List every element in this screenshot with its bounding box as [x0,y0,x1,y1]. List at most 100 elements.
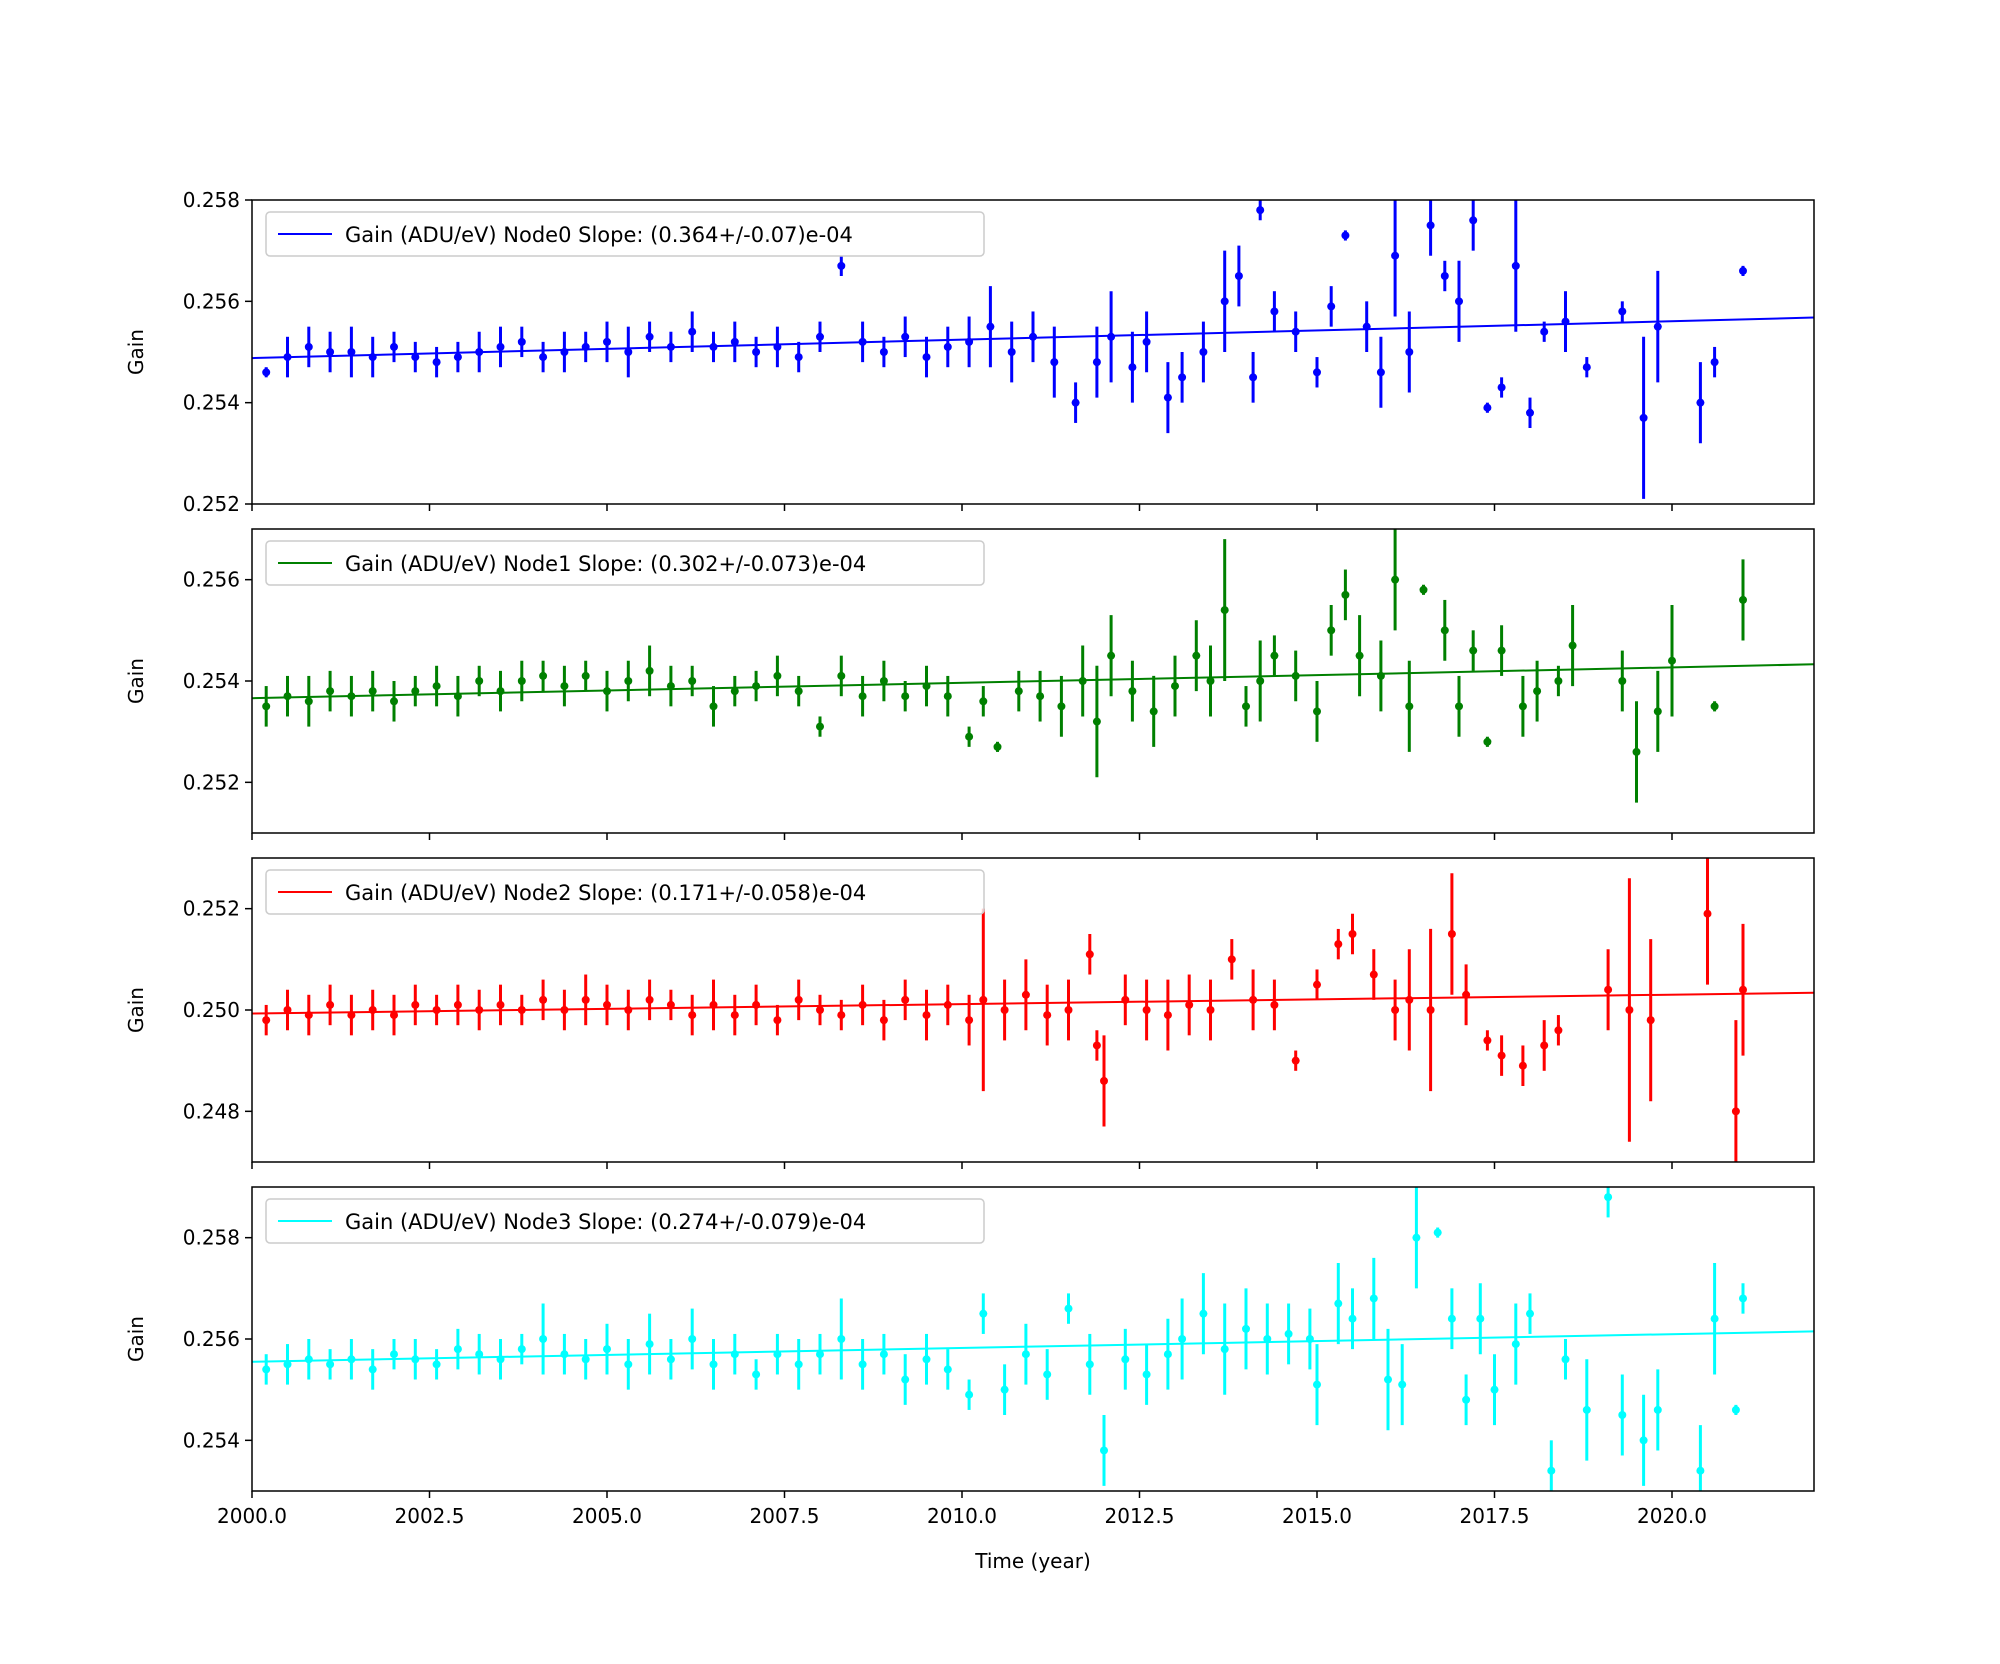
data-point [1128,363,1137,372]
data-point [1376,671,1385,680]
data-point [1518,702,1527,711]
data-point [1270,651,1279,660]
data-point [1731,1107,1740,1116]
data-point [1142,1370,1151,1379]
data-point [1646,1016,1655,1025]
data-point [1447,930,1456,938]
data-point [560,682,569,691]
data-point [709,342,718,351]
data-point [1639,1436,1648,1445]
data-point [709,702,718,711]
data-point [432,1006,441,1014]
data-point [1511,261,1520,270]
data-point [517,337,526,346]
data-point [432,1360,441,1369]
data-point [816,1350,824,1359]
data-point [453,1345,462,1354]
data-point [1497,1051,1506,1060]
data-point [1199,348,1208,356]
data-point [1433,1228,1442,1237]
data-point [1547,1466,1556,1475]
legend-node3: Gain (ADU/eV) Node3 Slope: (0.274+/-0.07… [265,1198,985,1244]
data-point [901,692,910,701]
y-tick-label: 0.258 [183,188,240,212]
data-point [1313,368,1321,377]
data-point [709,1000,718,1009]
data-point [1554,1026,1563,1035]
data-point [411,1355,420,1364]
y-tick-label: 0.256 [183,289,240,313]
data-point [1263,1335,1272,1343]
data-point [1469,646,1478,655]
data-point [688,1011,697,1020]
data-point [283,692,292,701]
data-point [1007,348,1016,356]
data-point [603,337,611,346]
data-point [688,677,697,685]
data-point [1582,1405,1591,1414]
data-point [794,687,803,696]
data-point [581,1355,590,1364]
data-point [1149,707,1158,716]
data-point [1220,297,1229,306]
data-point [475,348,484,356]
data-point [1078,677,1087,685]
data-point [1739,595,1747,604]
data-point [752,348,761,356]
y-tick-label: 0.254 [183,669,240,693]
data-point [1313,707,1321,716]
data-point [517,1006,526,1014]
data-point [730,1011,739,1020]
data-layer-node2 [252,858,1814,1162]
data-point [1710,702,1719,711]
data-point [773,671,782,680]
data-point [262,368,271,377]
data-point [347,692,356,701]
data-point [603,1345,611,1354]
data-point [645,666,654,675]
legend-box [265,869,985,915]
y-tick-label: 0.258 [183,1226,240,1250]
data-point [304,697,313,706]
data-point [1398,1380,1407,1389]
data-point [326,687,335,696]
data-point [453,1000,462,1009]
data-point [1710,1314,1719,1323]
data-point [304,342,313,351]
data-point [1270,307,1279,316]
data-point [581,342,590,351]
data-point [1092,717,1101,726]
data-point [1249,995,1258,1004]
data-point [603,1000,611,1009]
data-point [326,1360,335,1369]
data-point [1376,368,1385,377]
data-point [730,337,739,346]
data-point [390,1350,398,1359]
data-point [1100,1446,1108,1455]
data-point [979,1309,988,1318]
data-point [326,1000,335,1009]
data-point [1334,1299,1343,1308]
y-tick-label: 0.254 [183,391,240,415]
legend-node1: Gain (ADU/eV) Node1 Slope: (0.302+/-0.07… [265,540,985,586]
subplot-stack: 0.252 0.254 0.256 0.258 Gain Gain (ADU/eV) No… [124,188,1815,1528]
data-point [539,671,548,680]
data-point [1270,1000,1279,1009]
data-point [1455,702,1463,711]
data-point [688,1335,697,1343]
data-point [390,1011,398,1020]
data-point [1625,1006,1634,1014]
data-point [645,995,654,1004]
data-point [347,1355,356,1364]
data-point [1369,970,1378,979]
data-point [347,1011,356,1020]
data-point [432,358,441,367]
data-point [858,337,867,346]
data-point [347,348,356,356]
data-point [666,1000,675,1009]
data-point [1462,1395,1471,1404]
data-point [1206,1006,1215,1014]
data-point [1497,646,1506,655]
data-point [965,1016,974,1025]
data-point [411,687,420,696]
